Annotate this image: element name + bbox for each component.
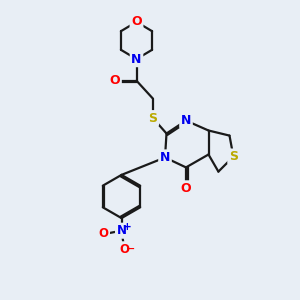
Text: N: N xyxy=(181,114,191,127)
Text: O: O xyxy=(119,243,129,256)
Text: S: S xyxy=(229,150,238,163)
Text: O: O xyxy=(181,182,191,195)
Text: S: S xyxy=(148,112,158,125)
Text: O: O xyxy=(110,74,120,87)
Text: −: − xyxy=(126,244,135,254)
Text: N: N xyxy=(116,224,127,237)
Text: N: N xyxy=(160,151,170,164)
Text: O: O xyxy=(131,15,142,28)
Text: N: N xyxy=(131,52,142,66)
Text: +: + xyxy=(123,221,132,232)
Text: O: O xyxy=(98,227,109,240)
